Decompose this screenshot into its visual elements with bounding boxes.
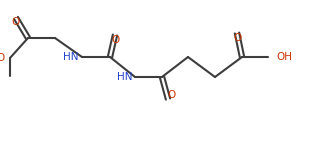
Text: O: O [167,90,175,100]
Text: O: O [0,53,5,63]
Text: HN: HN [64,52,79,62]
Text: OH: OH [276,52,292,62]
Text: O: O [11,17,19,27]
Text: HN: HN [116,72,132,82]
Text: O: O [233,33,241,43]
Text: O: O [111,35,119,45]
